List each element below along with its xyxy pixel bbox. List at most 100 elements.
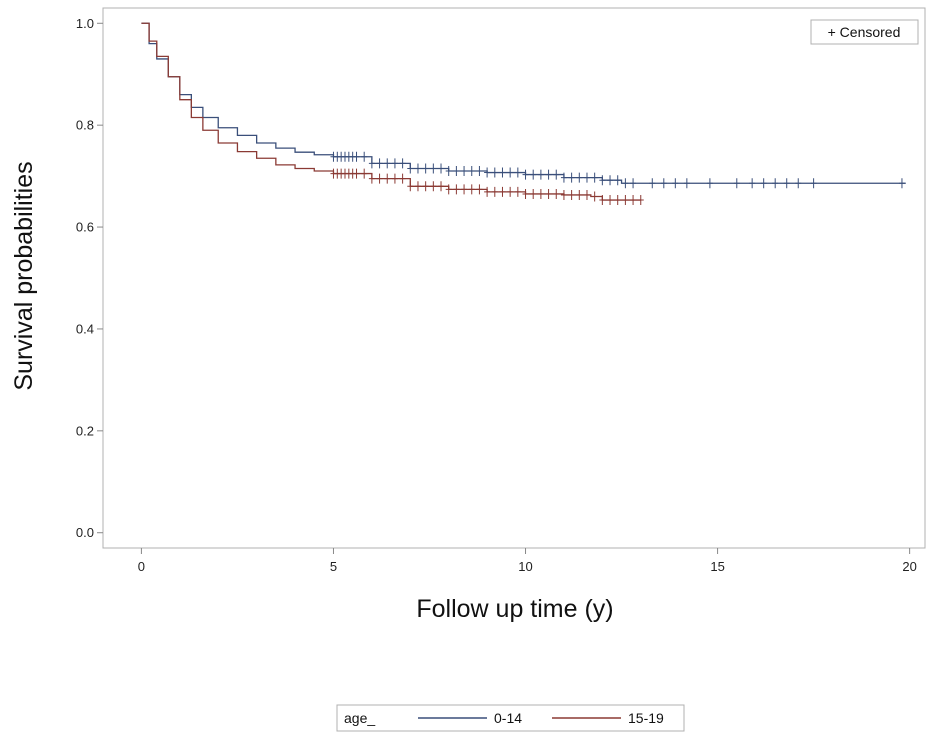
censor-mark-0-14-53: [795, 178, 802, 189]
censor-mark-15-19-40: [614, 195, 621, 206]
legend-label-15-19: 15-19: [628, 710, 664, 726]
censor-mark-0-14-23: [484, 167, 491, 178]
censor-mark-0-14-54: [810, 178, 817, 189]
censor-mark-0-14-39: [607, 175, 614, 186]
censor-mark-15-19-26: [507, 186, 514, 197]
censor-mark-0-14-34: [568, 172, 575, 183]
censor-mark-0-14-17: [438, 163, 445, 174]
censor-mark-15-19-36: [583, 189, 590, 200]
x-axis-title: Follow up time (y): [416, 595, 613, 623]
censor-mark-15-19-35: [576, 189, 583, 200]
censor-mark-0-14-30: [537, 169, 544, 180]
censor-mark-0-14-43: [649, 178, 656, 189]
censor-mark-0-14-40: [614, 175, 621, 186]
censor-mark-15-19-9: [376, 173, 383, 184]
censor-mark-15-19-22: [476, 184, 483, 195]
legend: age_ 0-14 15-19: [336, 704, 685, 732]
inset-legend-censored: + Censored: [828, 24, 901, 40]
censor-mark-0-14-6: [353, 151, 360, 162]
censor-mark-15-19-33: [560, 189, 567, 200]
censor-mark-0-14-41: [622, 178, 629, 189]
censor-mark-0-14-50: [760, 178, 767, 189]
censor-mark-0-14-18: [445, 166, 452, 177]
x-tick-label-1: 5: [330, 559, 337, 574]
censor-mark-15-19-21: [468, 184, 475, 195]
censor-mark-0-14-36: [583, 172, 590, 183]
x-tick-label-3: 15: [710, 559, 724, 574]
censor-mark-0-14-29: [530, 169, 537, 180]
censor-mark-15-19-7: [361, 168, 368, 179]
censor-mark-0-14-52: [783, 178, 790, 189]
censor-mark-0-14-19: [453, 166, 460, 177]
censor-mark-15-19-14: [414, 181, 421, 192]
censor-mark-0-14-48: [733, 178, 740, 189]
censor-mark-0-14-49: [749, 178, 756, 189]
censor-mark-15-19-25: [499, 186, 506, 197]
censor-mark-0-14-15: [422, 163, 429, 174]
censor-mark-15-19-17: [438, 181, 445, 192]
censor-mark-0-14-28: [522, 169, 529, 180]
censor-mark-15-19-37: [591, 191, 598, 202]
series-layer: [141, 22, 906, 206]
censor-mark-0-14-42: [630, 178, 637, 189]
legend-box: [336, 704, 685, 732]
censor-mark-15-19-34: [568, 189, 575, 200]
censor-mark-0-14-13: [407, 163, 414, 174]
censor-mark-0-14-45: [672, 178, 679, 189]
plot-frame: [102, 7, 926, 549]
censor-mark-15-19-31: [545, 188, 552, 199]
censor-mark-0-14-47: [706, 178, 713, 189]
censor-mark-0-14-22: [476, 166, 483, 177]
censor-mark-15-19-12: [399, 173, 406, 184]
censor-mark-0-14-26: [507, 167, 514, 178]
censor-mark-15-19-20: [461, 184, 468, 195]
censor-mark-0-14-35: [576, 172, 583, 183]
censor-mark-15-19-15: [422, 181, 429, 192]
censor-mark-15-19-29: [530, 188, 537, 199]
y-axis: 0.0 0.2 0.4 0.6 0.8 1.0: [76, 16, 103, 540]
censor-mark-15-19-10: [384, 173, 391, 184]
censor-mark-15-19-18: [445, 184, 452, 195]
censor-mark-15-19-23: [484, 186, 491, 197]
censor-mark-0-14-51: [772, 178, 779, 189]
censor-mark-15-19-6: [353, 168, 360, 179]
censor-mark-15-19-19: [453, 184, 460, 195]
x-tick-label-4: 20: [902, 559, 916, 574]
censor-mark-0-14-12: [399, 158, 406, 169]
censor-mark-0-14-32: [553, 169, 560, 180]
censor-mark-0-14-44: [660, 178, 667, 189]
censor-mark-0-14-11: [391, 158, 398, 169]
censor-mark-0-14-7: [361, 151, 368, 162]
censor-mark-15-19-32: [553, 188, 560, 199]
censor-mark-0-14-46: [683, 178, 690, 189]
censor-mark-0-14-14: [414, 163, 421, 174]
censor-mark-0-14-25: [499, 167, 506, 178]
censor-mark-0-14-33: [560, 172, 567, 183]
censor-mark-0-14-24: [491, 167, 498, 178]
inset-legend-box: [810, 19, 919, 45]
censor-mark-0-14-16: [430, 163, 437, 174]
censor-mark-15-19-30: [537, 188, 544, 199]
censor-mark-0-14-31: [545, 169, 552, 180]
censor-mark-15-19-39: [607, 195, 614, 206]
y-tick-label-5: 1.0: [76, 16, 94, 31]
censor-mark-15-19-8: [368, 173, 375, 184]
x-tick-label-0: 0: [138, 559, 145, 574]
censor-mark-15-19-16: [430, 181, 437, 192]
y-tick-label-4: 0.8: [76, 118, 94, 133]
censor-mark-0-14-21: [468, 166, 475, 177]
censor-mark-15-19-28: [522, 188, 529, 199]
censor-mark-0-14-55: [898, 178, 905, 189]
censor-mark-15-19-43: [637, 195, 644, 206]
x-axis: 0 5 10 15 20: [138, 548, 917, 574]
censor-mark-0-14-27: [514, 167, 521, 178]
censor-mark-0-14-38: [599, 175, 606, 186]
censor-mark-0-14-9: [376, 158, 383, 169]
censor-mark-0-14-8: [368, 158, 375, 169]
y-tick-label-2: 0.4: [76, 321, 94, 336]
censor-mark-15-19-11: [391, 173, 398, 184]
censor-mark-15-19-27: [514, 186, 521, 197]
legend-title: age_: [344, 710, 375, 726]
x-tick-label-2: 10: [518, 559, 532, 574]
